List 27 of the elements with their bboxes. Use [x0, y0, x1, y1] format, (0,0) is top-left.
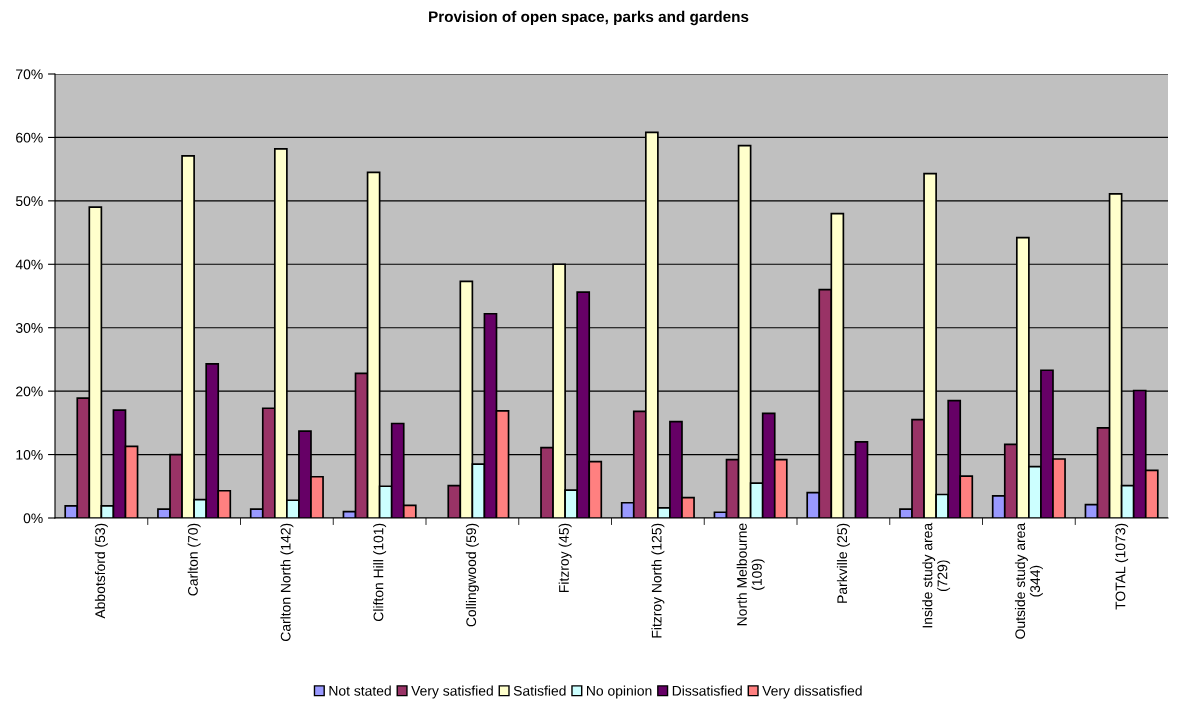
y-tick-label: 40% [15, 259, 43, 270]
x-tick-label: North Melbourne (109) [736, 523, 765, 626]
x-tick-label: Parkville (25) [836, 523, 850, 603]
x-tick-label: TOTAL (1073) [1115, 523, 1129, 610]
y-tick-label: 20% [16, 386, 43, 397]
x-tick-label: Clifton Hill (101) [373, 523, 387, 621]
legend-label: Very dissatisfied [762, 685, 862, 699]
legend-label: No opinion [587, 685, 652, 699]
y-tick-label: 30% [15, 323, 43, 333]
legend-label: Satisfied [513, 685, 566, 696]
y-tick-label: 50% [15, 196, 43, 207]
legend-label: Very satisfied [411, 685, 493, 699]
x-tick-label: Inside study area (729) [922, 522, 951, 628]
x-tick-label: Abbotsford (53) [94, 523, 108, 619]
y-tick-label: 0% [23, 513, 43, 524]
y-tick-label: 70% [16, 69, 43, 80]
x-tick-label: Fitzroy (45) [558, 523, 572, 592]
chart-title: Provision of open space, parks and gardens [429, 10, 749, 26]
x-tick-label: Fitzroy North (125) [651, 523, 665, 638]
y-tick-label: 10% [16, 449, 43, 460]
legend-label: Dissatisfied [672, 685, 742, 696]
legend-label: Not stated [329, 685, 391, 696]
x-tick-label: Carlton (70) [187, 523, 201, 596]
x-tick-label: Collingwood (59) [465, 523, 479, 627]
x-tick-label: Carlton North (142) [280, 523, 294, 642]
x-tick-label: Outside study area (344) [1014, 522, 1043, 639]
y-tick-label: 60% [16, 132, 43, 143]
